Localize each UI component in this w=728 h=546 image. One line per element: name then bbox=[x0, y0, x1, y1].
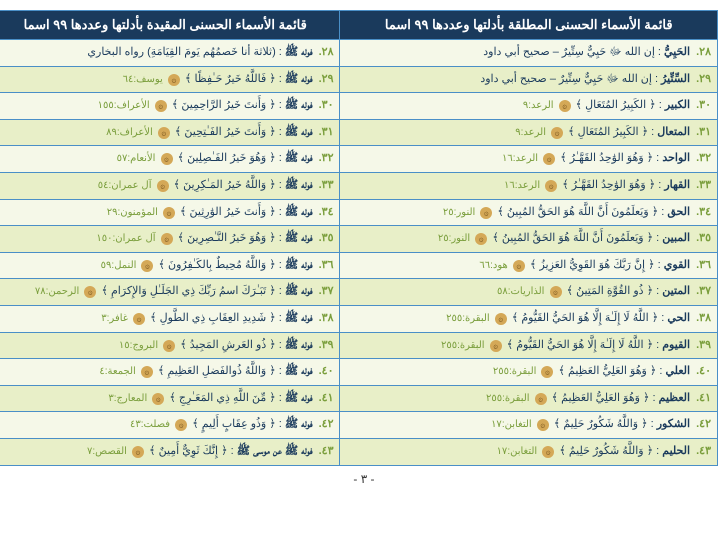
cell-restricted-name: ٣٣. فوله ﷺ : ﴿ وَاللَّهُ خَيرُ المَـٰكِر… bbox=[0, 173, 339, 199]
cell-absolute-name: ٣٧. المتين : ﴿ ذُو القُوَّةِ المَتِينُ ﴾… bbox=[339, 279, 717, 305]
cell-restricted-name: ٣٥. فوله ﷺ : ﴿ وَهُوَ خَيرُ النَّـٰصِرِي… bbox=[0, 226, 339, 252]
cell-restricted-name: ٤٢. فوله ﷺ : ﴿ وَذُو عِقَابٍ أَلِيمٍ ﴾ ۞… bbox=[0, 412, 339, 438]
table-header: قائمة الأسماء الحسنى المطلقة بأدلتها وعد… bbox=[0, 11, 717, 39]
table-row: ٤٣. الحليم : ﴿ وَاللَّهُ شَكُورٌ حَلِيمٌ… bbox=[0, 438, 717, 465]
cell-restricted-name: ٣٨. فوله ﷺ : ﴿ شَدِيدِ العِقَابِ ذِي الط… bbox=[0, 306, 339, 332]
cell-restricted-name: ٤١. فوله ﷺ : ﴿ مِّنَ اللَّهِ ذِي المَعَـ… bbox=[0, 386, 339, 412]
cell-absolute-name: ٣٨. الحي : ﴿ اللَّهُ لَا إِلَـٰهَ إِلَّا… bbox=[339, 306, 717, 332]
table-row: ٣٩. القيوم : ﴿ اللَّهُ لَا إِلَـٰهَ إِلَ… bbox=[0, 332, 717, 359]
cell-absolute-name: ٤٢. الشكور : ﴿ وَاللَّهُ شَكُورٌ حَلِيمٌ… bbox=[339, 412, 717, 438]
cell-restricted-name: ٤٠. فوله ﷺ : ﴿ وَاللَّهُ ذُوالفَضلِ العَ… bbox=[0, 359, 339, 385]
table-row: ٤٢. الشكور : ﴿ وَاللَّهُ شَكُورٌ حَلِيمٌ… bbox=[0, 411, 717, 438]
table-row: ٣٠. الكبير : ﴿ الكَبِيرُ المُتَعَالِ ﴾ ۞… bbox=[0, 92, 717, 119]
table-row: ٣٥. المبين : ﴿ وَيَعلَمُونَ أَنَّ اللَّه… bbox=[0, 225, 717, 252]
cell-absolute-name: ٤٠. العلي : ﴿ وَهُوَ العَلِيُّ العَظِيمُ… bbox=[339, 359, 717, 385]
table-row: ٤١. العظيم : ﴿ وَهُوَ العَلِيُّ العَظِيم… bbox=[0, 385, 717, 412]
table-row: ٢٨. الحَيِيُّ : إن الله ﷻ حَيِيٌّ سِتِّي… bbox=[0, 39, 717, 66]
table-row: ٣٧. المتين : ﴿ ذُو القُوَّةِ المَتِينُ ﴾… bbox=[0, 278, 717, 305]
cell-absolute-name: ٣٣. القهار : ﴿ وَهُوَ الوَٰحِدُ القَهَّـ… bbox=[339, 173, 717, 199]
table-row: ٣١. المتعال : ﴿ الكَبِيرُ المُتَعَالِ ﴾ … bbox=[0, 119, 717, 146]
cell-restricted-name: ٢٨. فوله ﷺ : (ثلاثة أنا خَصمُهُم يَومَ ا… bbox=[0, 40, 339, 66]
cell-absolute-name: ٣١. المتعال : ﴿ الكَبِيرُ المُتَعَالِ ﴾ … bbox=[339, 120, 717, 146]
cell-absolute-name: ٣٦. القوي : ﴿ إِنَّ رَبَّكَ هُوَ القَوِي… bbox=[339, 253, 717, 279]
table-row: ٣٣. القهار : ﴿ وَهُوَ الوَٰحِدُ القَهَّـ… bbox=[0, 172, 717, 199]
cell-restricted-name: ٣٩. فوله ﷺ : ﴿ ذُو العَرشِ المَجِيدُ ﴾ ۞… bbox=[0, 333, 339, 359]
table-row: ٣٨. الحي : ﴿ اللَّهُ لَا إِلَـٰهَ إِلَّا… bbox=[0, 305, 717, 332]
cell-absolute-name: ٢٨. الحَيِيُّ : إن الله ﷻ حَيِيٌّ سِتِّي… bbox=[339, 40, 717, 66]
cell-restricted-name: ٣٧. فوله ﷺ : ﴿ تَبَـٰرَكَ اسمُ رَبِّكَ ذ… bbox=[0, 279, 339, 305]
cell-restricted-name: ٣١. فوله ﷺ : ﴿ وَأَنتَ خَيرُ الفَـٰتِحِي… bbox=[0, 120, 339, 146]
cell-absolute-name: ٣٠. الكبير : ﴿ الكَبِيرُ المُتَعَالِ ﴾ ۞… bbox=[339, 93, 717, 119]
header-left: قائمة الأسماء الحسنى المقيدة بأدلتها وعد… bbox=[0, 11, 339, 39]
table-row: ٣٤. الحق : ﴿ وَيَعلَمُونَ أَنَّ اللَّهَ … bbox=[0, 199, 717, 226]
cell-absolute-name: ٤٣. الحليم : ﴿ وَاللَّهُ شَكُورٌ حَلِيمٌ… bbox=[339, 439, 717, 465]
cell-absolute-name: ٣٤. الحق : ﴿ وَيَعلَمُونَ أَنَّ اللَّهَ … bbox=[339, 200, 717, 226]
table-row: ٣٢. الواحد : ﴿ وَهُوَ الوَٰحِدُ القَهَّـ… bbox=[0, 145, 717, 172]
cell-absolute-name: ٣٩. القيوم : ﴿ اللَّهُ لَا إِلَـٰهَ إِلَ… bbox=[339, 333, 717, 359]
header-right: قائمة الأسماء الحسنى المطلقة بأدلتها وعد… bbox=[339, 11, 717, 39]
cell-restricted-name: ٣٢. فوله ﷺ : ﴿ وَهُوَ خَيرُ الفَـٰصِلِين… bbox=[0, 146, 339, 172]
page-number: - ٣ - bbox=[10, 466, 718, 492]
cell-restricted-name: ٤٣. فوله ﷺ عن موسى ﷺ : ﴿ إِنَّكَ ثَوِيٌّ… bbox=[0, 439, 339, 465]
cell-restricted-name: ٢٩. فوله ﷺ : ﴿ فَاللَّهُ خَيرٌ حَـٰفِظًا… bbox=[0, 67, 339, 93]
table-row: ٢٩. السِّتِّيرُ : إن الله ﷻ حَيِيٌّ سِتِ… bbox=[0, 66, 717, 93]
cell-restricted-name: ٣٦. فوله ﷺ : ﴿ وَاللَّهُ مُحِيطٌ بِالكَـ… bbox=[0, 253, 339, 279]
cell-absolute-name: ٤١. العظيم : ﴿ وَهُوَ العَلِيُّ العَظِيم… bbox=[339, 386, 717, 412]
cell-absolute-name: ٢٩. السِّتِّيرُ : إن الله ﷻ حَيِيٌّ سِتِ… bbox=[339, 67, 717, 93]
table-row: ٣٦. القوي : ﴿ إِنَّ رَبَّكَ هُوَ القَوِي… bbox=[0, 252, 717, 279]
cell-restricted-name: ٣٠. فوله ﷺ : ﴿ وَأَنتَ خَيرُ الرَّاحِمِي… bbox=[0, 93, 339, 119]
cell-absolute-name: ٣٥. المبين : ﴿ وَيَعلَمُونَ أَنَّ اللَّه… bbox=[339, 226, 717, 252]
cell-absolute-name: ٣٢. الواحد : ﴿ وَهُوَ الوَٰحِدُ القَهَّـ… bbox=[339, 146, 717, 172]
table-row: ٤٠. العلي : ﴿ وَهُوَ العَلِيُّ العَظِيمُ… bbox=[0, 358, 717, 385]
names-table: قائمة الأسماء الحسنى المطلقة بأدلتها وعد… bbox=[0, 10, 718, 466]
cell-restricted-name: ٣٤. فوله ﷺ : ﴿ وَأَنتَ خَيرُ الوَٰرِثِين… bbox=[0, 200, 339, 226]
